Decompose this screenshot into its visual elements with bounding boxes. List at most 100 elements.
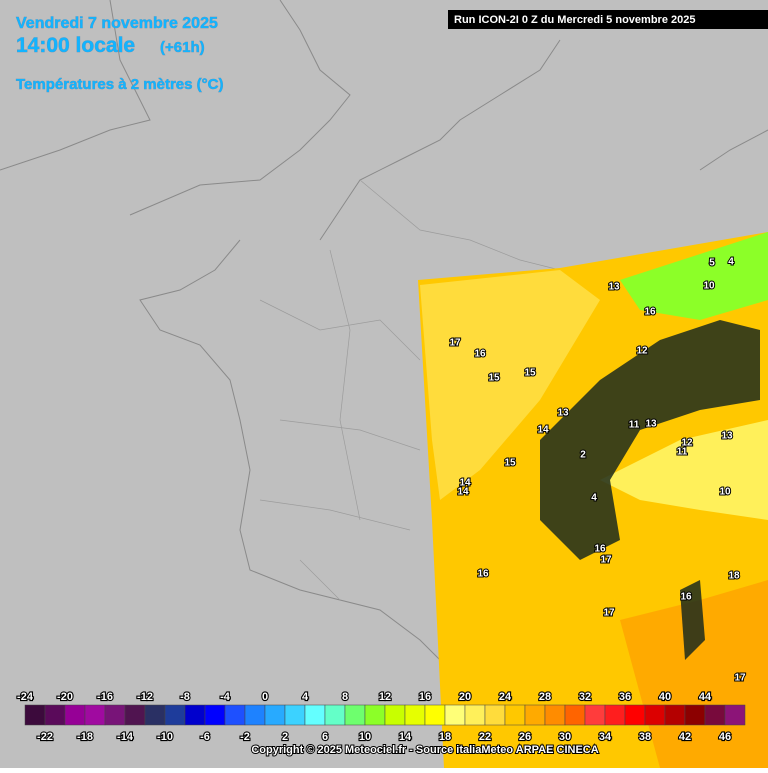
legend-swatch xyxy=(484,704,506,726)
contour-label: 14 xyxy=(459,478,471,489)
legend-label: 0 xyxy=(262,691,268,703)
legend-swatch xyxy=(144,704,166,726)
legend-swatch xyxy=(684,704,706,726)
legend-swatch xyxy=(84,704,106,726)
legend-label: -16 xyxy=(97,691,113,703)
contour-label: 16 xyxy=(477,569,489,580)
legend-swatch xyxy=(584,704,606,726)
contour-label: 11 xyxy=(629,420,640,431)
legend-label: 28 xyxy=(539,691,551,703)
contour-label: 16 xyxy=(594,544,606,555)
legend-label: -10 xyxy=(157,731,173,743)
legend-label: 8 xyxy=(342,691,348,703)
contour-label: 12 xyxy=(681,438,693,449)
contour-label: 17 xyxy=(600,555,612,566)
legend-label: 4 xyxy=(302,691,309,703)
legend-swatch xyxy=(324,704,346,726)
legend-label: -20 xyxy=(57,691,73,703)
lead: (+61h) xyxy=(160,39,205,56)
contour-label: 14 xyxy=(457,487,469,498)
contour-label: 18 xyxy=(728,571,740,582)
legend-label: 42 xyxy=(679,731,691,743)
corsica-relief xyxy=(680,580,705,660)
run-info: Run ICON-2I 0 Z du Mercredi 5 novembre 2… xyxy=(454,14,695,26)
legend-swatch xyxy=(644,704,666,726)
legend-swatch xyxy=(224,704,246,726)
legend-label: -8 xyxy=(180,691,190,703)
legend-swatch xyxy=(184,704,206,726)
legend-swatch xyxy=(704,704,726,726)
contour-label: 13 xyxy=(721,431,733,442)
contour-label: 2 xyxy=(580,450,586,461)
legend-swatch xyxy=(564,704,586,726)
contour-label: 15 xyxy=(524,368,536,379)
legend-label: -4 xyxy=(220,691,231,703)
coastlines xyxy=(0,0,768,661)
legend-label: -14 xyxy=(117,731,134,743)
legend-swatch xyxy=(44,704,66,726)
legend-swatch xyxy=(304,704,326,726)
contour-label: 17 xyxy=(449,338,461,349)
legend-swatch xyxy=(64,704,86,726)
legend-label: 24 xyxy=(499,691,512,703)
contour-label: 10 xyxy=(703,281,715,292)
borders xyxy=(259,179,561,601)
legend-label: 22 xyxy=(479,731,491,743)
legend-label: 10 xyxy=(359,731,371,743)
legend-label: 34 xyxy=(599,731,612,743)
contour-label: 15 xyxy=(488,373,500,384)
legend-swatch xyxy=(124,704,146,726)
legend-swatch xyxy=(364,704,386,726)
legend-swatch xyxy=(624,704,646,726)
parameter: Températures à 2 mètres (°C) xyxy=(16,76,223,93)
legend-label: 36 xyxy=(619,691,631,703)
contour-label: 4 xyxy=(728,257,734,268)
contour-label: 16 xyxy=(474,349,486,360)
legend-swatch xyxy=(104,704,126,726)
legend-label: 44 xyxy=(699,691,712,703)
contour-label: 14 xyxy=(537,425,549,436)
legend-swatch xyxy=(604,704,626,726)
legend-label: 26 xyxy=(519,731,531,743)
legend-swatch xyxy=(24,704,46,726)
contour-label: 11 xyxy=(677,447,688,458)
legend-swatch xyxy=(444,704,466,726)
legend-swatch xyxy=(464,704,486,726)
run-box xyxy=(448,10,768,29)
legend-label: -22 xyxy=(37,731,53,743)
legend-swatch xyxy=(384,704,406,726)
copyright: Copyright © 2025 Meteociel.fr - Source i… xyxy=(251,744,598,756)
alpine-zone xyxy=(540,320,760,560)
legend-swatch xyxy=(264,704,286,726)
legend-swatch xyxy=(164,704,186,726)
contour-label: 17 xyxy=(734,673,746,684)
legend-label: 40 xyxy=(659,691,671,703)
legend-label: 32 xyxy=(579,691,591,703)
legend-swatch xyxy=(424,704,446,726)
legend-label: -12 xyxy=(137,691,153,703)
legend-label: -18 xyxy=(77,731,93,743)
time: 14:00 locale xyxy=(16,34,135,57)
contour-label: 12 xyxy=(636,346,648,357)
contour-label: 16 xyxy=(680,592,692,603)
contour-label: 13 xyxy=(608,282,620,293)
legend-label: 46 xyxy=(719,731,731,743)
legend: -24 -20 -16 -12 -8 -4 0 4 8 12 16 20 24 28 32 36 40 44-22… xyxy=(16,690,746,744)
contour-label: 4 xyxy=(591,493,597,504)
contour-label: 10 xyxy=(719,487,731,498)
legend-swatch xyxy=(504,704,526,726)
legend-swatch xyxy=(244,704,266,726)
cold-zone xyxy=(620,232,768,320)
legend-swatch xyxy=(284,704,306,726)
legend-swatch xyxy=(344,704,366,726)
warm-zone xyxy=(420,270,600,500)
legend-label: 30 xyxy=(559,731,571,743)
legend-label: -24 xyxy=(17,691,34,703)
legend-label: 2 xyxy=(282,731,288,743)
legend-swatch xyxy=(544,704,566,726)
legend-label: 18 xyxy=(439,731,451,743)
legend-label: 38 xyxy=(639,731,651,743)
legend-label: 14 xyxy=(399,731,412,743)
legend-label: -6 xyxy=(200,731,210,743)
